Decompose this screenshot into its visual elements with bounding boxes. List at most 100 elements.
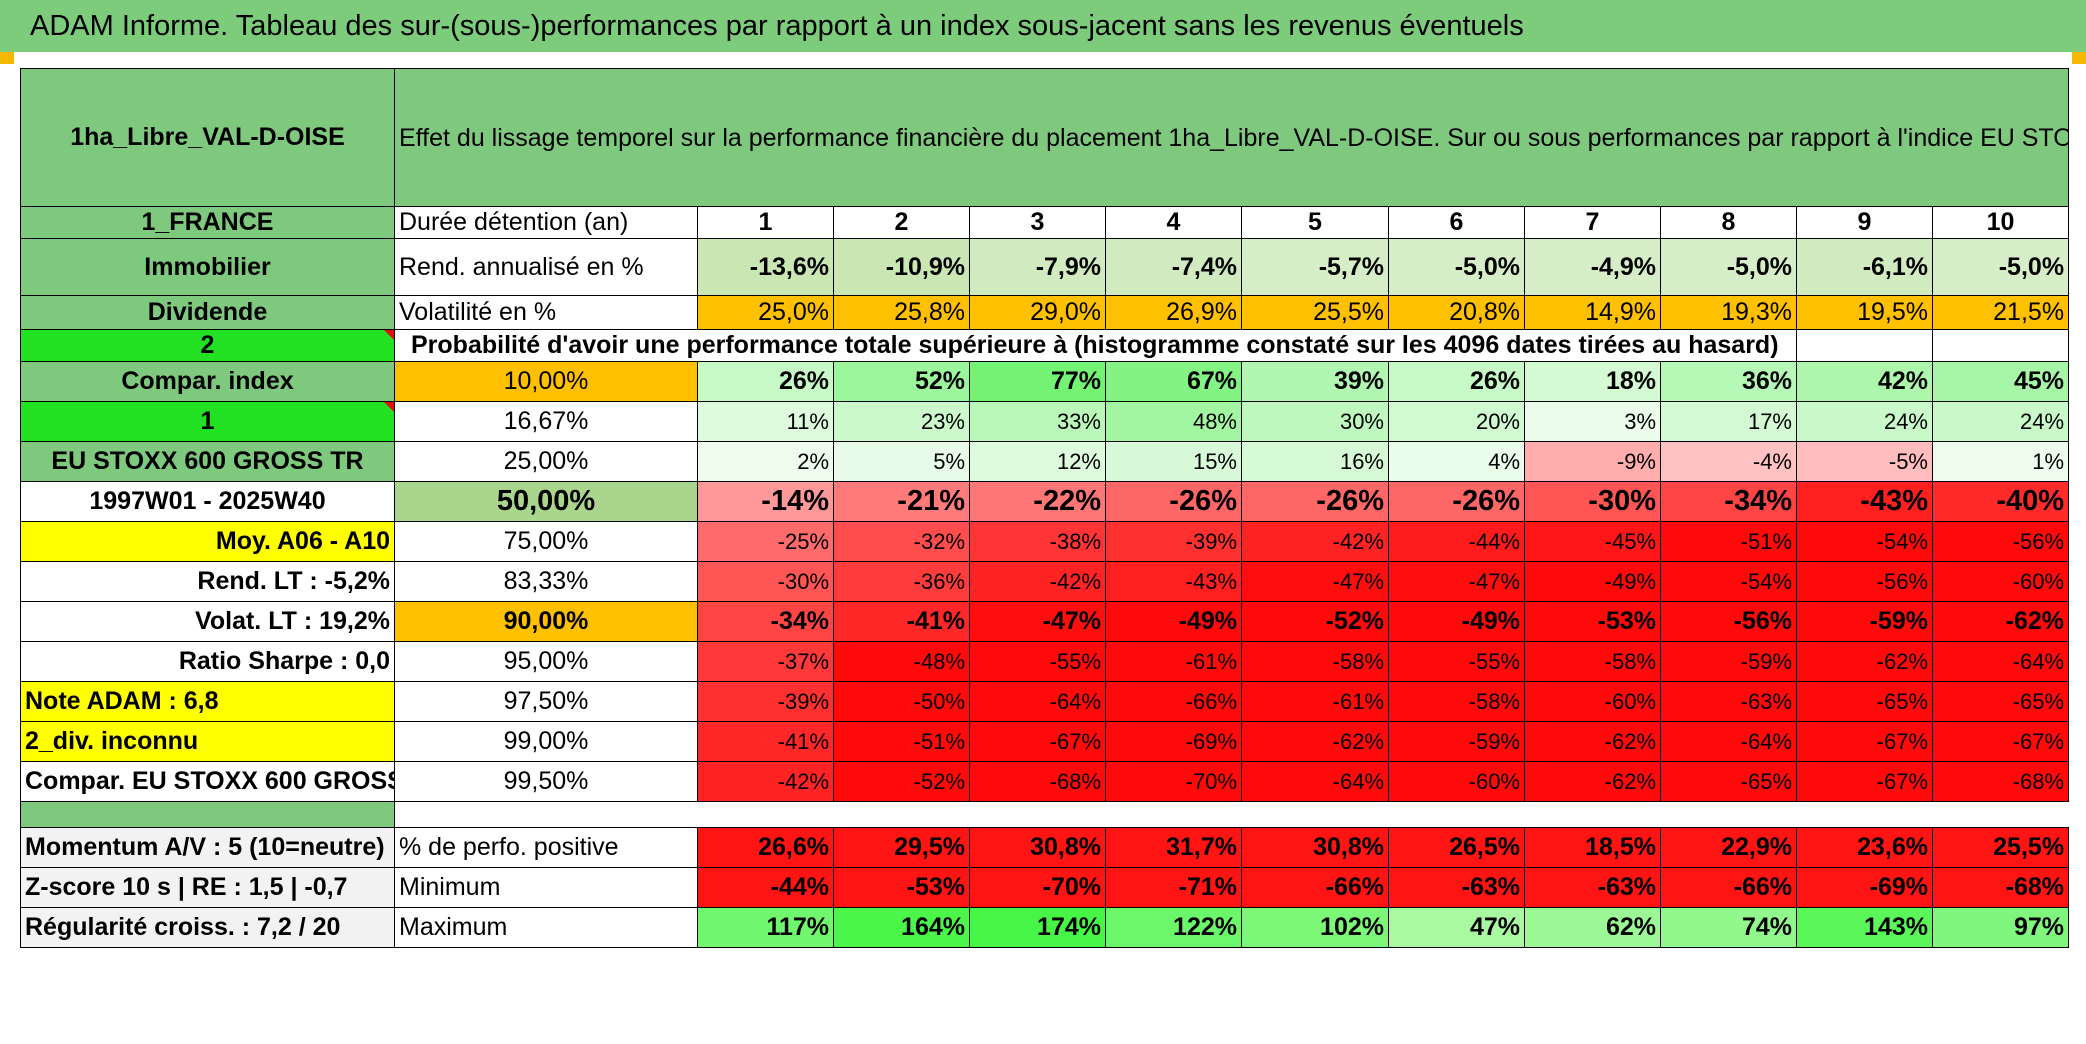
quantile-value: -36% [833, 561, 970, 602]
quantile-value: 24% [1931, 401, 2070, 442]
selector-value[interactable]: 2 [20, 329, 395, 362]
year-header: 3 [969, 206, 1106, 239]
minimum-value: -69% [1796, 867, 1933, 908]
minimum-value: -71% [1105, 867, 1242, 908]
perfo-pos-value: 31,7% [1105, 827, 1242, 868]
quantile-value: -62% [1524, 721, 1661, 762]
quantile-value: 11% [697, 401, 834, 442]
rend-label: Rend. annualisé en % [394, 238, 698, 296]
year-header: 7 [1524, 206, 1661, 239]
quantile-value: 18% [1524, 361, 1661, 402]
quantile-value: -40% [1931, 481, 2070, 522]
vol-label: Volatilité en % [394, 295, 698, 330]
year-header: 8 [1660, 206, 1797, 239]
revenue-type-label: Dividende [20, 295, 395, 330]
rend-value: -5,0% [1931, 238, 2070, 296]
quantile-value: -47% [969, 601, 1106, 642]
quantile-value: -52% [1241, 601, 1389, 642]
minimum-value: -66% [1241, 867, 1389, 908]
perfo-pos-value: 18,5% [1524, 827, 1661, 868]
quantile-value: -47% [1388, 561, 1525, 602]
quantile-value: -67% [1931, 721, 2070, 762]
quantile-value: -64% [1660, 721, 1797, 762]
quantile-value: 39% [1241, 361, 1389, 402]
spacer-cell [833, 801, 970, 828]
sharpe-label: Ratio Sharpe : 0,0 [20, 641, 395, 682]
compar-full-label: Compar. EU STOXX 600 GROSS TR [20, 761, 395, 802]
note-adam-label: Note ADAM : 6,8 [20, 681, 395, 722]
maximum-value: 174% [969, 907, 1106, 948]
table-row: 1_FRANCE Durée détention (an) 1 2 3 4 5 6 7 8 9 10 [20, 206, 2070, 239]
quantile-label: 99,00% [394, 721, 698, 762]
performance-table: 1ha_Libre_VAL-D-OISE Effet du lissage te… [20, 68, 2070, 948]
quantile-value: -56% [1796, 561, 1933, 602]
zscore-label: Z-score 10 s | RE : 1,5 | -0,7 [20, 867, 395, 908]
country-label: 1_FRANCE [20, 206, 395, 239]
duree-label: Durée détention (an) [394, 206, 698, 239]
minimum-value: -68% [1931, 867, 2070, 908]
table-row: Rend. LT : -5,2% 83,33% -30% -36% -42% -43% -4… [20, 561, 2070, 602]
spacer-cell [1241, 801, 1389, 828]
index-selector[interactable]: 1 [20, 401, 395, 442]
quantile-value: 33% [969, 401, 1106, 442]
quantile-value: -37% [697, 641, 834, 682]
quantile-label: 75,00% [394, 521, 698, 562]
quantile-label: 99,50% [394, 761, 698, 802]
maximum-value: 122% [1105, 907, 1242, 948]
table-row: Z-score 10 s | RE : 1,5 | -0,7 Minimum -44… [20, 867, 2070, 908]
table-description: Effet du lissage temporel sur la perform… [393, 68, 2070, 207]
quantile-value: -42% [697, 761, 834, 802]
spacer-cell [1105, 801, 1242, 828]
quantile-value: 48% [1105, 401, 1242, 442]
spacer-cell [969, 801, 1106, 828]
quantile-value: -52% [833, 761, 970, 802]
rend-value: -6,1% [1796, 238, 1933, 296]
quantile-value: -58% [1524, 641, 1661, 682]
quantile-value: -25% [697, 521, 834, 562]
compar-index-label: Compar. index [20, 361, 395, 402]
quantile-value: -56% [1660, 601, 1797, 642]
rend-value: -4,9% [1524, 238, 1661, 296]
vol-value: 21,5% [1931, 295, 2070, 330]
quantile-value: -53% [1524, 601, 1661, 642]
quantile-value: 17% [1660, 401, 1797, 442]
quantile-value: -42% [1241, 521, 1389, 562]
rend-value: -5,0% [1660, 238, 1797, 296]
quantile-value: -60% [1931, 561, 2070, 602]
quantile-value: -62% [1796, 641, 1933, 682]
spacer-cell [1524, 801, 1661, 828]
table-row: Régularité croiss. : 7,2 / 20 Maximum 117%… [20, 907, 2070, 948]
vol-value: 25,0% [697, 295, 834, 330]
quantile-label: 95,00% [394, 641, 698, 682]
quantile-label: 25,00% [394, 441, 698, 482]
quantile-value: 1% [1931, 441, 2070, 482]
quantile-value: -55% [969, 641, 1106, 682]
quantile-value: -44% [1388, 521, 1525, 562]
quantile-value: -14% [697, 481, 834, 522]
table-row: Moy. A06 - A10 75,00% -25% -32% -38% -39% -42%… [20, 521, 2070, 562]
minimum-value: -63% [1524, 867, 1661, 908]
quantile-label: 10,00% [394, 361, 698, 402]
quantile-value: -63% [1660, 681, 1797, 722]
quantile-value: -51% [1660, 521, 1797, 562]
quantile-value: -32% [833, 521, 970, 562]
vol-value: 19,5% [1796, 295, 1933, 330]
maximum-value: 62% [1524, 907, 1661, 948]
perfo-pos-value: 23,6% [1796, 827, 1933, 868]
quantile-value: -58% [1241, 641, 1389, 682]
quantile-value: -49% [1524, 561, 1661, 602]
quantile-value: -42% [969, 561, 1106, 602]
quantile-value: -65% [1796, 681, 1933, 722]
quantile-value: -50% [833, 681, 970, 722]
quantile-value: -26% [1241, 481, 1389, 522]
quantile-value: -67% [1796, 761, 1933, 802]
quantile-value: -59% [1660, 641, 1797, 682]
maximum-label: Maximum [394, 907, 698, 948]
report-title: ADAM Informe. Tableau des sur-(sous-)per… [0, 0, 2086, 52]
empty-cell [1796, 329, 1933, 362]
year-header: 1 [697, 206, 834, 239]
quantile-value: -59% [1796, 601, 1933, 642]
spacer-cell [20, 801, 395, 828]
minimum-value: -70% [969, 867, 1106, 908]
minimum-value: -63% [1388, 867, 1525, 908]
